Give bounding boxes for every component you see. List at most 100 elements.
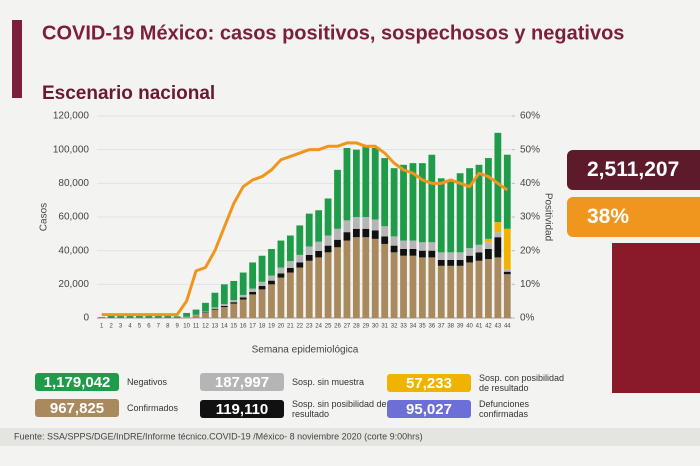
bar-segment	[305, 246, 313, 255]
x-tick-label: 35	[419, 324, 426, 330]
bar-segment	[466, 168, 473, 249]
x-tick-label: 3	[119, 324, 123, 330]
bar-segment	[183, 312, 190, 317]
bar-segment	[475, 260, 483, 318]
bar-segment	[334, 247, 341, 318]
bar-segment	[390, 168, 398, 237]
bar-segment	[456, 252, 464, 260]
legend-item: 1,179,042 Negativos	[35, 373, 222, 391]
y-tick-label: 120,000	[53, 111, 90, 122]
bar-segment	[447, 259, 455, 266]
x-tick-label: 39	[457, 324, 464, 330]
bar-segment	[485, 238, 492, 243]
bar-segment	[164, 315, 172, 318]
bar-segment	[485, 248, 492, 260]
bar-segment	[371, 147, 379, 220]
bar-segment	[447, 265, 455, 318]
bar-segment	[239, 299, 247, 318]
bar-segment	[107, 315, 115, 318]
bar-segment	[371, 230, 379, 239]
bar-segment	[211, 292, 219, 308]
bar-segment	[230, 280, 238, 301]
legend-item: 57,233 Sosp. con posibilidad de resultado	[387, 373, 574, 393]
bar-segment	[324, 235, 332, 246]
bar-segment	[456, 265, 464, 318]
bar-segment	[409, 248, 417, 256]
x-tick-label: 5	[138, 324, 142, 330]
bar-segment	[305, 254, 313, 261]
bar-segment	[437, 252, 445, 260]
x-tick-label: 23	[306, 324, 313, 330]
bar-segment	[503, 269, 511, 272]
x-tick-label: 12	[202, 324, 209, 330]
x-tick-label: 32	[391, 324, 398, 330]
legend-total: 95,027	[387, 400, 471, 418]
legend-item: 119,110 Sosp. sin posibilidad de resultad…	[200, 399, 387, 419]
bar-segment	[173, 316, 181, 318]
bar-segment	[239, 297, 247, 300]
bar-segment	[419, 250, 426, 258]
bar-segment	[258, 255, 266, 282]
bar-segment	[343, 147, 351, 221]
bar-segment	[428, 154, 436, 243]
bar-segment	[503, 274, 511, 318]
x-tick-label: 17	[249, 324, 256, 330]
legend-item: 95,027 Defunciones confirmadas	[387, 399, 574, 419]
bar-segment	[494, 132, 502, 223]
bar-segment	[400, 255, 407, 318]
x-tick-label: 2	[109, 324, 113, 330]
x-tick-label: 19	[268, 324, 275, 330]
bar-segment	[230, 303, 238, 318]
bar-segment	[456, 173, 464, 253]
bar-segment	[145, 314, 153, 318]
legend-total: 119,110	[200, 400, 284, 418]
bar-segment	[419, 242, 426, 251]
bar-segment	[249, 288, 257, 292]
bar-segment	[286, 267, 294, 273]
legend-label: Confirmados	[127, 403, 179, 413]
bar-segment	[202, 311, 209, 313]
legend-total: 57,233	[387, 374, 471, 392]
bar-segment	[503, 271, 511, 275]
bar-segment	[419, 257, 426, 318]
x-tick-label: 43	[495, 324, 502, 330]
bar-segment	[258, 286, 266, 290]
bar-segment	[466, 248, 473, 256]
bar-segment	[258, 281, 266, 287]
bar-segment	[305, 260, 313, 318]
x-tick-label: 29	[362, 324, 369, 330]
x-tick-label: 42	[485, 324, 492, 330]
x-tick-label: 33	[400, 324, 407, 330]
bar-segment	[249, 291, 257, 295]
bar-segment	[343, 232, 351, 241]
y-axis-label: Casos	[39, 203, 50, 231]
bar-segment	[154, 315, 162, 318]
bar-segment	[249, 294, 257, 318]
legend-label: Negativos	[127, 377, 168, 387]
x-tick-label: 8	[166, 324, 170, 330]
x-axis-label: Semana epidemiológica	[252, 345, 359, 356]
bar-segment	[296, 267, 304, 318]
bar-segment	[362, 217, 370, 229]
bar-segment	[192, 315, 200, 318]
bar-segment	[324, 245, 332, 253]
bar-segment	[258, 289, 266, 318]
bar-segment	[381, 243, 389, 318]
bar-segment	[211, 308, 219, 310]
bar-segment	[136, 314, 143, 318]
bar-segment	[466, 255, 473, 263]
bar-segment	[277, 277, 285, 318]
x-tick-label: 28	[353, 324, 360, 330]
y2-tick-label: 60%	[520, 111, 540, 122]
bar-segment	[192, 314, 200, 316]
bar-segment	[268, 248, 275, 276]
video-panel	[612, 243, 700, 393]
bar-segment	[202, 302, 209, 312]
bar-segment	[409, 163, 417, 241]
bar-segment	[466, 262, 473, 318]
x-tick-label: 7	[157, 324, 161, 330]
x-tick-label: 16	[240, 324, 247, 330]
bar-segment	[286, 261, 294, 268]
bar-segment	[117, 314, 124, 318]
